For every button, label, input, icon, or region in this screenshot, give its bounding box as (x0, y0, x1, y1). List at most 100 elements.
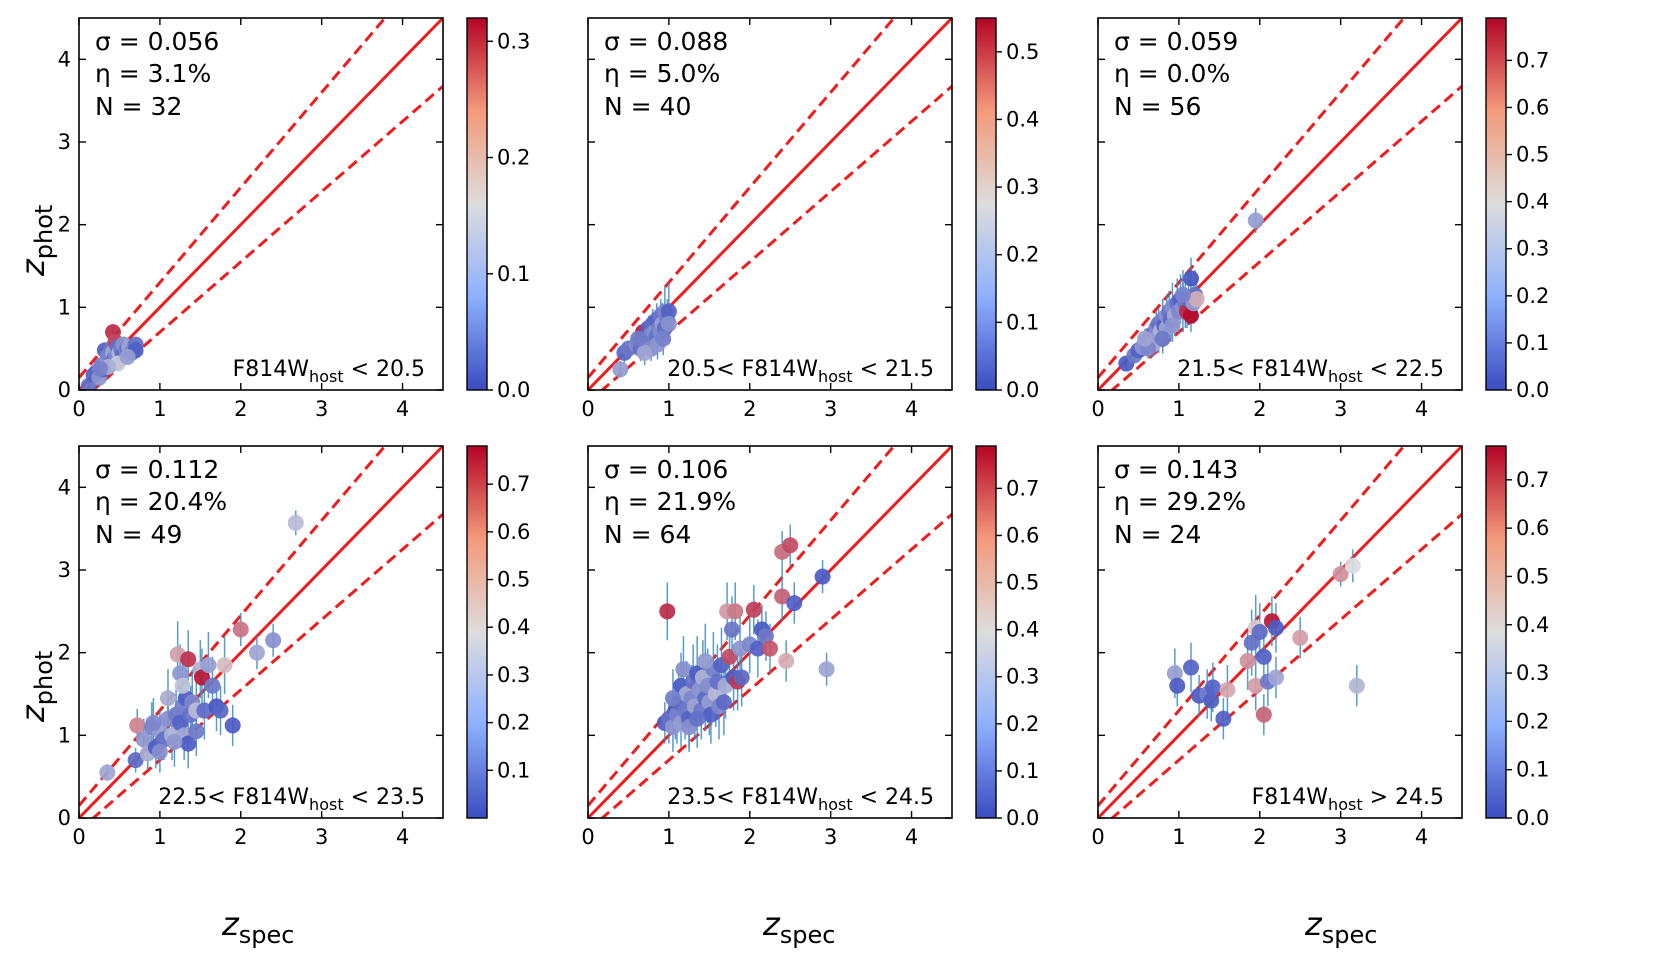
x-tick-label: 3 (1334, 397, 1347, 421)
colorbar-tick-label: 0.0 (1006, 378, 1039, 402)
panel-4: 0 1 2 3 4 0 1 2 3 4 σ = 0.112 η = 20.4% N = 49 22.5< … (58, 445, 530, 849)
colorbar-tick-label: 0.0 (1516, 378, 1549, 402)
colorbar-tick-label: 0.1 (1516, 331, 1549, 355)
data-point (174, 677, 191, 694)
stat-sigma: σ = 0.088 (604, 27, 728, 56)
axes-frame (78, 445, 444, 819)
colorbar-tick-label: 0.2 (1006, 712, 1039, 736)
colorbar-tick-label: 0.4 (1006, 107, 1039, 131)
colorbar-tick-label: 0.4 (1516, 613, 1549, 637)
colorbar (466, 17, 488, 391)
colorbar-tick-label: 0.0 (1516, 806, 1549, 830)
colorbar-tick-label: 0.2 (1006, 243, 1039, 267)
data-point (99, 764, 116, 781)
data-point (1204, 679, 1221, 696)
y-tick-label: 3 (58, 130, 71, 154)
colorbar-tick-label: 0.3 (1516, 237, 1549, 261)
plot-area (588, 18, 952, 390)
colorbar-tick-label: 0.1 (1006, 310, 1039, 334)
panel-1: 0 1 2 3 4 0 1 2 3 4 σ = 0.056 η = 3.1% N = 32 F814Who… (58, 17, 530, 421)
x-tick-label: 3 (315, 397, 328, 421)
colorbar-tick-label: 0.1 (1516, 758, 1549, 782)
x-tick-label: 4 (396, 397, 409, 421)
x-tick-label: 3 (1334, 825, 1347, 849)
x-tick-label: 2 (743, 397, 756, 421)
x-tick-label: 2 (1253, 825, 1266, 849)
x-tick-label: 0 (1091, 825, 1104, 849)
x-tick-label: 4 (1415, 825, 1428, 849)
colorbar (975, 17, 997, 391)
data-point (723, 621, 740, 638)
colorbar-tick-label: 0.2 (497, 711, 530, 735)
upper-outlier-line (1098, 18, 1406, 379)
colorbar-tick-label: 0.6 (497, 520, 530, 544)
data-point (159, 690, 176, 707)
data-point (1267, 619, 1284, 636)
stat-sigma: σ = 0.106 (604, 455, 728, 484)
colorbar-tick-label: 0.3 (1516, 661, 1549, 685)
data-point (733, 669, 750, 686)
data-point (1255, 648, 1272, 665)
data-point (1174, 286, 1191, 303)
colorbar-tick-label: 0.3 (1006, 175, 1039, 199)
data-point (1183, 270, 1200, 287)
colorbar-tick-label: 0.1 (497, 758, 530, 782)
data-point (1251, 624, 1268, 640)
panels: 0 1 2 3 4 0 1 2 3 4 σ = 0.056 η = 3.1% N = 32 F814Who… (58, 17, 1549, 849)
data-point (1164, 317, 1181, 334)
colorbar-tick-label: 0.2 (497, 146, 530, 170)
colorbar-tick-label: 0.3 (1006, 665, 1039, 689)
data-point (782, 537, 799, 554)
axes-frame (587, 445, 953, 819)
data-point (1215, 710, 1232, 727)
data-point (1344, 557, 1361, 574)
data-point (224, 717, 241, 734)
panel-3: 0 1 2 3 4 σ = 0.059 η = 0.0% N = 56 21.5< F814Wh… (1091, 17, 1549, 421)
upper-outlier-line (79, 446, 387, 807)
data-point (129, 717, 146, 734)
data-point (697, 652, 714, 669)
colorbar-tick-label: 0.4 (1006, 618, 1039, 642)
x-tick-label: 2 (234, 397, 247, 421)
data-point (216, 657, 233, 674)
stat-sigma: σ = 0.059 (1114, 27, 1238, 56)
upper-outlier-line (588, 18, 896, 379)
x-tick-label: 4 (905, 397, 918, 421)
data-point (1219, 681, 1236, 698)
colorbar-tick-label: 0.5 (1516, 143, 1549, 167)
data-point (1247, 677, 1264, 694)
data-point (196, 702, 213, 719)
panel-2: 0 1 2 3 4 σ = 0.088 η = 5.0% N = 40 20.5< F814Wh… (581, 17, 1039, 421)
colorbar-tick-label: 0.2 (1516, 709, 1549, 733)
lower-outlier-line (1109, 85, 1462, 390)
data-point (135, 731, 152, 748)
colorbar (1485, 445, 1507, 819)
colorbar-tick-label: 0.4 (1516, 190, 1549, 214)
colorbar-tick-label: 0.4 (497, 615, 530, 639)
colorbar-tick-label: 0.6 (1516, 516, 1549, 540)
x-axis-label-col2: zspec (762, 905, 836, 949)
y-axis-label-row1: zphot (14, 205, 58, 277)
magnitude-bin-label: F814Whost < 20.5 (233, 357, 425, 386)
y-tick-label: 4 (58, 475, 71, 499)
y-tick-label: 4 (58, 47, 71, 71)
data-point (1292, 629, 1309, 646)
stat-n: N = 24 (1114, 520, 1201, 549)
data-point (745, 601, 762, 618)
colorbar-tick-label: 0.7 (497, 472, 530, 496)
data-point (1188, 291, 1205, 308)
panel-6: 0 1 2 3 4 σ = 0.143 η = 29.2% N = 24 F814Whost >… (1091, 445, 1549, 849)
axes-frame (78, 17, 444, 391)
colorbar-tick-label: 0.6 (1516, 95, 1549, 119)
data-point (757, 628, 774, 645)
x-tick-label: 2 (1253, 397, 1266, 421)
x-tick-label: 3 (824, 825, 837, 849)
colorbar-tick-label: 0.7 (1006, 476, 1039, 500)
x-tick-label: 3 (315, 825, 328, 849)
data-point (200, 657, 217, 674)
data-point (1255, 706, 1272, 723)
data-point (172, 665, 189, 682)
x-tick-label: 0 (1091, 397, 1104, 421)
upper-outlier-line (1098, 446, 1406, 807)
